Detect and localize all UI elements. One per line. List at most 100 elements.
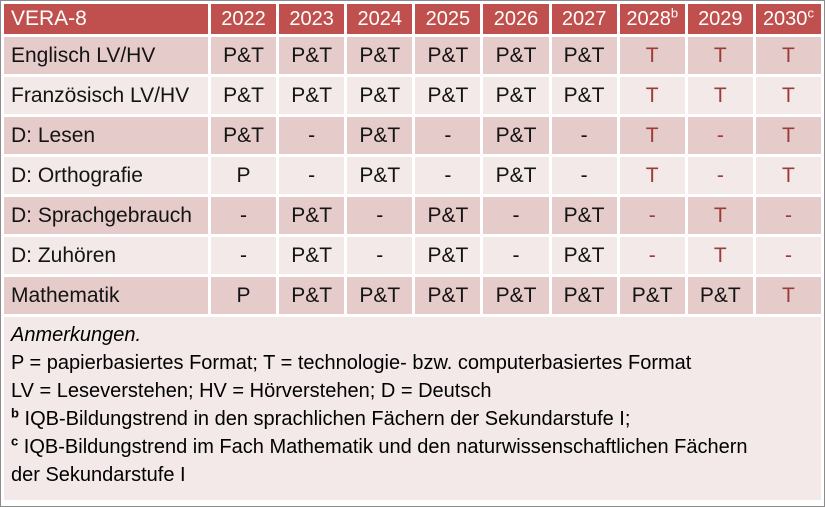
format-cell: - — [619, 197, 685, 234]
table-row: Mathematik P P&T P&T P&T P&T P&T P&T P&T T — [4, 277, 821, 314]
row-label: Mathematik — [4, 277, 208, 314]
format-cell: P&T — [211, 37, 277, 74]
format-cell: P&T — [415, 237, 481, 274]
format-cell: P&T — [551, 277, 617, 314]
format-cell: P&T — [483, 157, 549, 194]
format-cell: P&T — [415, 77, 481, 114]
format-cell: - — [551, 117, 617, 154]
table-row: D: Lesen P&T - P&T - P&T - T - T — [4, 117, 821, 154]
row-label: Englisch LV/HV — [4, 37, 208, 74]
format-cell: - — [211, 237, 277, 274]
footnote-c: c IQB-Bildungstrend im Fach Mathematik u… — [11, 433, 751, 489]
format-cell: P&T — [551, 37, 617, 74]
footnote-c-marker: c — [11, 433, 19, 449]
format-cell: - — [347, 237, 413, 274]
table-header-row: VERA-8 2022 2023 2024 2025 2026 2027 2028b 2029 2… — [4, 4, 821, 34]
column-footnote-marker: c — [807, 4, 814, 20]
footnote-c-text: IQB-Bildungstrend im Fach Mathematik und… — [11, 436, 748, 486]
note-format-legend: P = papierbasiertes Format; T = technolo… — [11, 352, 692, 374]
column-footnote-marker: b — [670, 4, 679, 20]
format-cell: - — [279, 157, 345, 194]
year-column-header: 2028b — [619, 4, 685, 34]
format-cell: T — [687, 37, 753, 74]
format-cell: - — [279, 117, 345, 154]
table-row: Französisch LV/HV P&T P&T P&T P&T P&T P&T T T T — [4, 77, 821, 114]
row-label: D: Zuhören — [4, 237, 208, 274]
format-cell: T — [619, 77, 685, 114]
vera8-table: VERA-8 2022 2023 2024 2025 2026 2027 2028b 2029 2… — [1, 1, 824, 317]
format-cell: P&T — [211, 117, 277, 154]
format-cell: P&T — [347, 157, 413, 194]
row-label: Französisch LV/HV — [4, 77, 208, 114]
format-cell: P&T — [619, 277, 685, 314]
format-cell: P&T — [483, 117, 549, 154]
row-label: D: Lesen — [4, 117, 208, 154]
format-cell: P&T — [211, 77, 277, 114]
year-column-header: 2029 — [687, 4, 753, 34]
format-cell: P&T — [415, 37, 481, 74]
format-cell: - — [755, 237, 821, 274]
format-cell: P&T — [279, 37, 345, 74]
format-cell: P&T — [483, 77, 549, 114]
format-cell: - — [755, 197, 821, 234]
footnote-b-text: IQB-Bildungstrend in den sprachlichen Fä… — [24, 408, 631, 430]
year-column-header: 2030c — [755, 4, 821, 34]
format-cell: P&T — [551, 197, 617, 234]
table-title: VERA-8 — [4, 4, 208, 34]
format-cell: P&T — [415, 197, 481, 234]
year-column-header: 2025 — [415, 4, 481, 34]
format-cell: T — [619, 117, 685, 154]
format-cell: T — [687, 237, 753, 274]
year-column-header: 2023 — [279, 4, 345, 34]
year-column-header: 2022 — [211, 4, 277, 34]
format-cell: T — [619, 157, 685, 194]
format-cell: P&T — [279, 197, 345, 234]
format-cell: T — [755, 77, 821, 114]
year-column-header: 2026 — [483, 4, 549, 34]
format-cell: - — [211, 197, 277, 234]
format-cell: T — [755, 277, 821, 314]
year-column-header: 2024 — [347, 4, 413, 34]
note-abbreviation-legend: LV = Leseverstehen; HV = Hörverstehen; D… — [11, 380, 492, 402]
format-cell: T — [755, 117, 821, 154]
format-cell: P — [211, 157, 277, 194]
format-cell: - — [687, 157, 753, 194]
format-cell: P&T — [687, 277, 753, 314]
format-cell: T — [755, 37, 821, 74]
format-cell: - — [347, 197, 413, 234]
row-label: D: Orthografie — [4, 157, 208, 194]
format-cell: - — [415, 157, 481, 194]
table-row: Englisch LV/HV P&T P&T P&T P&T P&T P&T T T T — [4, 37, 821, 74]
table-row: D: Zuhören - P&T - P&T - P&T - T - — [4, 237, 821, 274]
format-cell: P&T — [279, 237, 345, 274]
row-label: D: Sprachgebrauch — [4, 197, 208, 234]
format-cell: P&T — [347, 277, 413, 314]
format-cell: P&T — [347, 117, 413, 154]
format-cell: - — [551, 157, 617, 194]
format-cell: - — [483, 237, 549, 274]
format-cell: P&T — [415, 277, 481, 314]
format-cell: T — [755, 157, 821, 194]
footnote-b: b IQB-Bildungstrend in den sprachlichen … — [11, 405, 751, 433]
format-cell: P&T — [551, 77, 617, 114]
format-cell: P&T — [551, 237, 617, 274]
notes-heading: Anmerkungen. — [11, 324, 142, 346]
format-cell: P&T — [347, 77, 413, 114]
format-cell: P&T — [279, 277, 345, 314]
format-cell: P&T — [347, 37, 413, 74]
format-cell: - — [619, 237, 685, 274]
table-row: D: Sprachgebrauch - P&T - P&T - P&T - T - — [4, 197, 821, 234]
format-cell: P — [211, 277, 277, 314]
format-cell: - — [687, 117, 753, 154]
format-cell: T — [619, 37, 685, 74]
format-cell: P&T — [483, 277, 549, 314]
format-cell: P&T — [279, 77, 345, 114]
notes-section: Anmerkungen. P = papierbasiertes Format;… — [4, 317, 821, 500]
footnote-b-marker: b — [11, 405, 19, 421]
format-cell: - — [415, 117, 481, 154]
format-cell: P&T — [483, 37, 549, 74]
table-row: D: Orthografie P - P&T - P&T - T - T — [4, 157, 821, 194]
format-cell: T — [687, 77, 753, 114]
year-column-header: 2027 — [551, 4, 617, 34]
